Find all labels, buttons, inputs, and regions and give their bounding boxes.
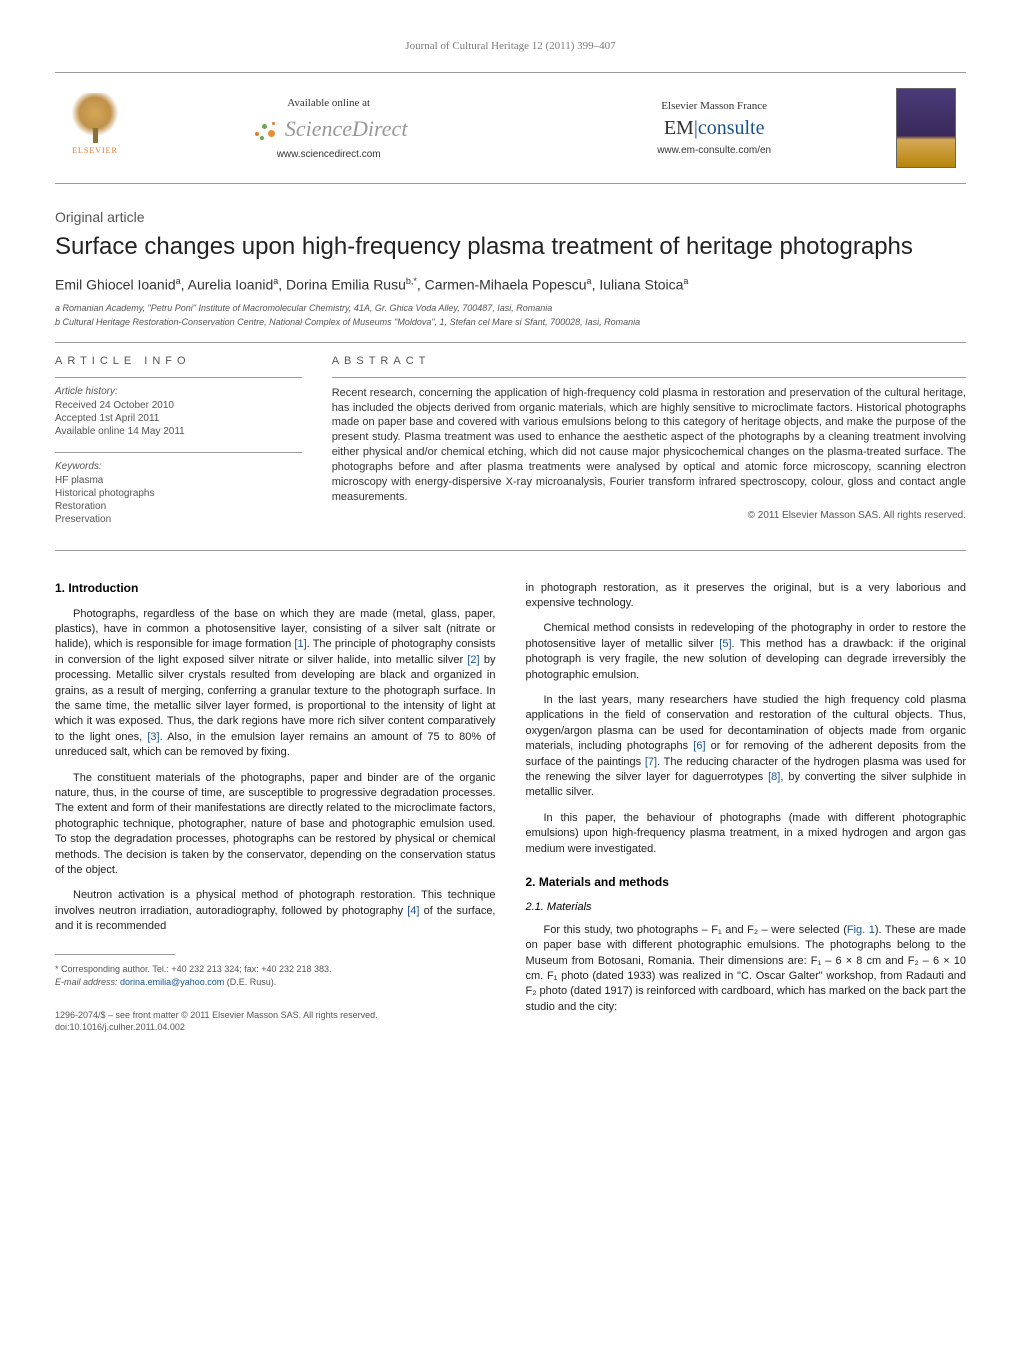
- article-info-heading: article info: [55, 355, 302, 367]
- footnote-email[interactable]: dorina.emilia@yahoo.com: [120, 977, 224, 987]
- corresponding-author-footnote: * Corresponding author. Tel.: +40 232 21…: [55, 963, 496, 988]
- em-brand-label: Elsevier Masson France: [661, 100, 767, 112]
- em-logo-right: consulte: [698, 117, 765, 139]
- abstract-heading: abstract: [332, 355, 966, 367]
- keyword: Preservation: [55, 514, 302, 525]
- sciencedirect-logo: ScienceDirect: [250, 114, 408, 144]
- article-type: Original article: [55, 209, 966, 225]
- sciencedirect-wordmark: ScienceDirect: [285, 116, 408, 142]
- left-column: 1. Introduction Photographs, regardless …: [55, 581, 496, 1034]
- copyright-line: © 2011 Elsevier Masson SAS. All rights r…: [332, 510, 966, 521]
- publisher-banner: ELSEVIER Available online at ScienceDire…: [55, 72, 966, 184]
- keywords-label: Keywords:: [55, 461, 302, 472]
- article-title: Surface changes upon high-frequency plas…: [55, 233, 966, 261]
- elsevier-tree-icon: [70, 93, 120, 143]
- affiliation-b: b Cultural Heritage Restoration-Conserva…: [55, 317, 966, 327]
- sciencedirect-url: www.sciencedirect.com: [277, 149, 381, 160]
- abstract-text: Recent research, concerning the applicat…: [332, 377, 966, 505]
- body-paragraph: The constituent materials of the photogr…: [55, 771, 496, 879]
- sciencedirect-icon: [250, 114, 280, 144]
- history-online: Available online 14 May 2011: [55, 426, 302, 437]
- em-consulte-logo: EM|consulte: [664, 117, 765, 140]
- body-paragraph: Chemical method consists in redeveloping…: [526, 621, 967, 683]
- body-paragraph: For this study, two photographs – F₁ and…: [526, 923, 967, 1015]
- sciencedirect-block: Available online at ScienceDirect www.sc…: [250, 97, 408, 160]
- footer-front-matter: 1296-2074/$ – see front matter © 2011 El…: [55, 1009, 496, 1022]
- body-paragraph: In the last years, many researchers have…: [526, 693, 967, 801]
- footnote-divider: [55, 954, 175, 955]
- journal-cover-thumbnail: [896, 88, 956, 168]
- divider: [55, 342, 966, 343]
- em-consulte-url: www.em-consulte.com/en: [657, 145, 771, 156]
- em-consulte-block: Elsevier Masson France EM|consulte www.e…: [657, 100, 771, 156]
- history-accepted: Accepted 1st April 2011: [55, 413, 302, 424]
- body-paragraph: in photograph restoration, as it preserv…: [526, 581, 967, 612]
- body-paragraph: Neutron activation is a physical method …: [55, 888, 496, 934]
- keyword: Historical photographs: [55, 488, 302, 499]
- elsevier-logo: ELSEVIER: [65, 93, 125, 163]
- journal-reference: Journal of Cultural Heritage 12 (2011) 3…: [55, 40, 966, 52]
- keyword: HF plasma: [55, 475, 302, 486]
- authors-list: Emil Ghiocel Ioanida, Aurelia Ioanida, D…: [55, 276, 966, 293]
- page-footer: 1296-2074/$ – see front matter © 2011 El…: [55, 1009, 496, 1034]
- em-logo-left: EM: [664, 117, 694, 139]
- keyword: Restoration: [55, 501, 302, 512]
- article-history-block: Article history: Received 24 October 201…: [55, 377, 302, 437]
- available-online-label: Available online at: [287, 97, 370, 109]
- body-paragraph: Photographs, regardless of the base on w…: [55, 607, 496, 761]
- history-received: Received 24 October 2010: [55, 400, 302, 411]
- body-paragraph: In this paper, the behaviour of photogra…: [526, 811, 967, 857]
- affiliation-a: a Romanian Academy, "Petru Poni" Institu…: [55, 303, 966, 313]
- elsevier-wordmark: ELSEVIER: [72, 146, 118, 155]
- footnote-email-label: E-mail address:: [55, 977, 118, 987]
- footnote-corr: * Corresponding author. Tel.: +40 232 21…: [55, 963, 496, 976]
- right-column: in photograph restoration, as it preserv…: [526, 581, 967, 1034]
- subsection-materials-heading: 2.1. Materials: [526, 901, 967, 913]
- history-label: Article history:: [55, 386, 302, 397]
- footnote-email-name: (D.E. Rusu).: [227, 977, 277, 987]
- divider: [55, 550, 966, 551]
- footer-doi: doi:10.1016/j.culher.2011.04.002: [55, 1021, 496, 1034]
- keywords-block: Keywords: HF plasma Historical photograp…: [55, 452, 302, 525]
- section-methro-heading: 2. Materials and methods: [526, 875, 967, 889]
- section-intro-heading: 1. Introduction: [55, 581, 496, 595]
